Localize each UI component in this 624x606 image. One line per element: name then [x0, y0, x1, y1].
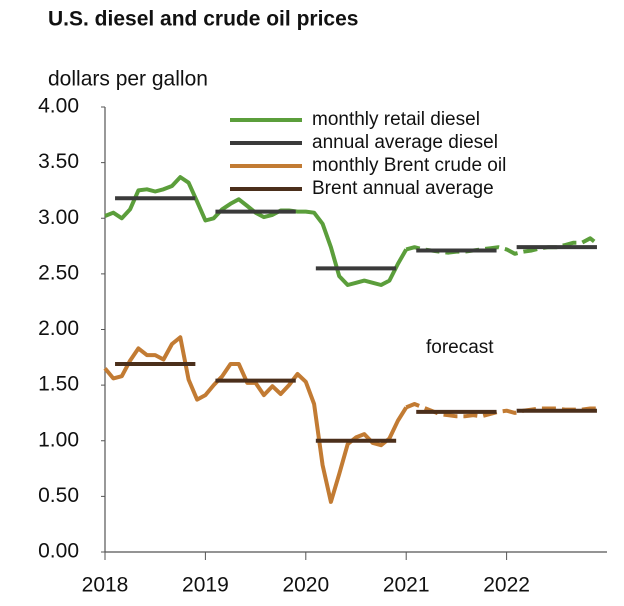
x-tick-label: 2021: [383, 574, 430, 597]
legend-label: Brent annual average: [312, 178, 494, 199]
y-tick-label: 2.50: [38, 261, 79, 284]
y-tick-label: 0.50: [38, 484, 79, 507]
y-tick-label: 1.50: [38, 373, 79, 396]
y-tick-label: 3.50: [38, 150, 79, 173]
x-tick-label: 2019: [182, 574, 229, 597]
x-tick-label: 2022: [483, 574, 530, 597]
chart-title: U.S. diesel and crude oil prices: [48, 8, 358, 31]
y-tick-label: 3.00: [38, 206, 79, 229]
y-tick-label: 4.00: [38, 95, 79, 118]
x-tick-label: 2018: [82, 574, 129, 597]
legend-label: monthly Brent crude oil: [312, 155, 506, 176]
annotation: forecast: [426, 337, 494, 358]
history-line: [103, 335, 408, 504]
x-tick-label: 2020: [282, 574, 329, 597]
y-axis-label: dollars per gallon: [48, 68, 208, 91]
y-tick-label: 2.00: [38, 317, 79, 340]
y-tick-label: 1.00: [38, 428, 79, 451]
legend-label: annual average diesel: [312, 132, 498, 153]
y-tick-label: 0.00: [38, 540, 79, 563]
legend-label: monthly retail diesel: [312, 109, 480, 130]
